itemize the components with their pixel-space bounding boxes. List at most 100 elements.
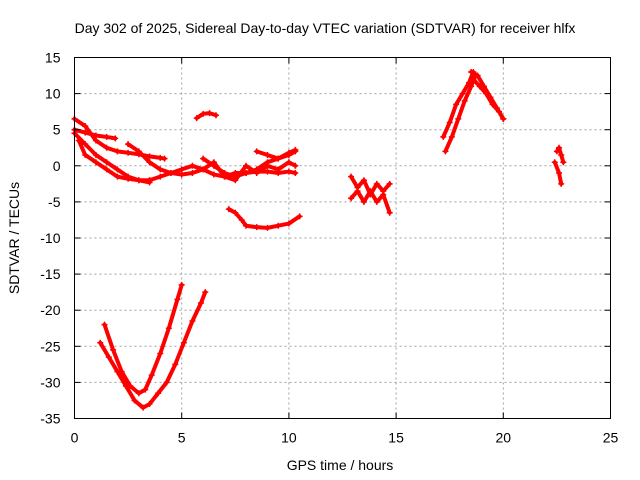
data-point	[292, 162, 299, 169]
data-point	[483, 90, 490, 97]
data-track-line	[98, 290, 208, 410]
data-track-8	[253, 146, 299, 162]
data-point	[386, 209, 393, 216]
y-tick-label: -5	[48, 194, 61, 210]
data-point	[202, 289, 209, 296]
data-point	[468, 83, 475, 90]
data-point	[296, 213, 303, 220]
data-track-2	[71, 115, 168, 162]
data-point	[82, 123, 89, 130]
data-point	[459, 90, 466, 97]
data-track-19	[553, 144, 567, 166]
chart-title: Day 302 of 2025, Sidereal Day-to-day VTE…	[75, 20, 576, 36]
data-point	[146, 159, 153, 166]
data-point	[155, 390, 162, 397]
x-axis-label: GPS time / hours	[287, 457, 394, 473]
data-point	[82, 141, 89, 148]
data-point	[560, 159, 567, 166]
data-point	[348, 173, 355, 180]
data-point	[125, 149, 132, 156]
data-point	[285, 149, 292, 156]
data-point	[178, 171, 185, 178]
data-point	[142, 386, 149, 393]
data-layer	[71, 68, 567, 411]
data-track-11	[101, 281, 185, 397]
data-point	[442, 148, 449, 155]
data-point	[178, 166, 185, 173]
data-track-14	[348, 188, 393, 216]
data-track-line	[72, 116, 167, 161]
data-point	[264, 168, 271, 175]
y-tick-label: -30	[40, 374, 60, 390]
data-point	[367, 188, 374, 195]
data-point	[243, 170, 250, 177]
data-point	[105, 354, 112, 361]
data-point	[232, 209, 239, 216]
y-tick-label: -35	[40, 411, 60, 427]
data-point	[114, 173, 121, 180]
data-point	[193, 115, 200, 122]
data-point	[360, 198, 367, 205]
data-point	[197, 299, 204, 306]
data-point	[253, 148, 260, 155]
data-point	[474, 72, 481, 79]
data-point	[114, 368, 121, 375]
data-point	[135, 148, 142, 155]
data-point	[165, 325, 172, 332]
data-point	[167, 170, 174, 177]
data-point	[556, 170, 563, 177]
data-point	[476, 83, 483, 90]
data-point	[114, 166, 121, 173]
data-point	[489, 101, 496, 108]
data-point	[114, 148, 121, 155]
data-point	[92, 159, 99, 166]
data-track-9	[193, 110, 220, 122]
data-point	[264, 224, 271, 231]
data-point	[174, 296, 181, 303]
data-point	[446, 119, 453, 126]
data-point	[189, 170, 196, 177]
data-point	[82, 129, 89, 136]
x-tick-label: 5	[178, 430, 186, 446]
data-point	[253, 166, 260, 173]
data-point	[146, 401, 153, 408]
data-point	[253, 224, 260, 231]
data-point	[125, 141, 132, 148]
data-point	[440, 133, 447, 140]
data-point	[225, 206, 232, 213]
data-track-6	[146, 159, 299, 184]
data-track-line	[554, 145, 566, 165]
data-point	[461, 97, 468, 104]
data-point	[455, 115, 462, 122]
data-point	[285, 159, 292, 166]
x-tick-label: 20	[496, 430, 512, 446]
data-point	[553, 148, 560, 155]
data-point	[131, 397, 138, 404]
data-track-15	[440, 68, 477, 140]
data-point	[292, 146, 299, 153]
data-point	[189, 162, 196, 169]
x-tick-label: 10	[281, 430, 297, 446]
data-point	[264, 159, 271, 166]
data-point	[110, 346, 117, 353]
data-point	[213, 112, 220, 119]
data-point	[200, 155, 207, 162]
data-point	[373, 198, 380, 205]
data-point	[178, 281, 185, 288]
data-point	[386, 180, 393, 187]
data-point	[206, 110, 213, 117]
y-axis-label: SDTVAR / TECUs	[6, 182, 22, 294]
data-point	[92, 151, 99, 158]
data-point	[360, 177, 367, 184]
data-point	[238, 216, 245, 223]
grid	[74, 57, 611, 419]
data-point	[264, 151, 271, 158]
y-tick-label: 10	[45, 86, 61, 102]
x-tick-label: 15	[388, 430, 404, 446]
data-point	[157, 166, 164, 173]
ticks: 0 5 10 15 20 25 -35 -30 -25 -20 -15 -10 -5 0 5 10 15	[40, 50, 618, 446]
data-point	[558, 151, 565, 158]
data-point	[243, 162, 250, 169]
data-point	[146, 153, 153, 160]
y-tick-label: 15	[45, 50, 61, 66]
